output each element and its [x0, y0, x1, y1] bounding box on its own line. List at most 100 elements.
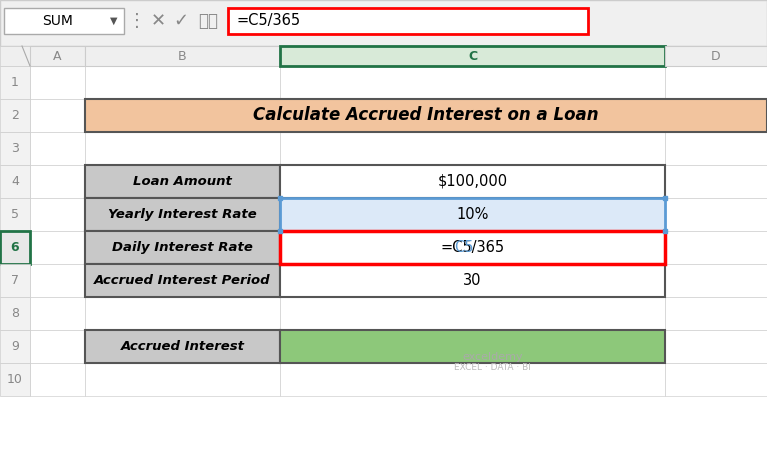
Text: 8: 8 [11, 307, 19, 320]
Text: =C5/365: =C5/365 [236, 13, 300, 29]
Text: D: D [711, 49, 721, 62]
Text: ▼: ▼ [110, 16, 118, 26]
Bar [0, 165, 30, 198]
Bar [85, 66, 280, 99]
Bar [85, 165, 280, 198]
Bar [665, 297, 767, 330]
Bar [85, 330, 280, 363]
Bar [278, 196, 282, 200]
Bar [280, 165, 665, 198]
Text: 4: 4 [11, 175, 19, 188]
Text: 10: 10 [7, 373, 23, 386]
Bar [228, 8, 588, 34]
Text: $100,000: $100,000 [437, 174, 508, 189]
Bar [0, 231, 30, 264]
Bar [30, 297, 85, 330]
Bar [280, 330, 665, 363]
Text: 2: 2 [11, 109, 19, 122]
Bar [665, 363, 767, 396]
Bar [0, 297, 30, 330]
Bar [280, 264, 665, 297]
Bar [280, 363, 665, 396]
Bar [30, 165, 85, 198]
Text: C: C [468, 49, 477, 62]
Bar [280, 264, 665, 297]
Text: 1: 1 [11, 76, 19, 89]
Bar [85, 264, 280, 297]
Text: 5: 5 [11, 208, 19, 221]
Bar [30, 99, 85, 132]
Bar [0, 330, 30, 363]
Bar [280, 165, 665, 198]
Text: C5: C5 [454, 240, 473, 255]
Bar [85, 330, 280, 363]
Bar [280, 297, 665, 330]
Bar [0, 363, 30, 396]
Bar [30, 363, 85, 396]
Bar [280, 198, 665, 231]
Bar [85, 363, 280, 396]
Text: Daily Interest Rate: Daily Interest Rate [112, 241, 253, 254]
Bar [30, 264, 85, 297]
Bar [0, 264, 30, 297]
Bar [0, 0, 767, 46]
Text: 7: 7 [11, 274, 19, 287]
Bar [665, 132, 767, 165]
Bar [30, 66, 85, 99]
Text: 9: 9 [11, 340, 19, 353]
Text: EXCEL · DATA · BI: EXCEL · DATA · BI [454, 363, 531, 372]
Text: ✕: ✕ [150, 12, 166, 30]
Bar [85, 297, 280, 330]
Bar [278, 229, 282, 233]
Text: Accrued Interest Period: Accrued Interest Period [94, 274, 271, 287]
Text: 6: 6 [11, 241, 19, 254]
Bar [30, 46, 85, 66]
Text: B: B [178, 49, 187, 62]
Text: ⋮: ⋮ [128, 12, 146, 30]
Text: ✓: ✓ [173, 12, 189, 30]
Bar [280, 99, 665, 132]
Bar [665, 99, 767, 132]
Bar [0, 46, 30, 66]
Bar [0, 132, 30, 165]
Text: exceldemy: exceldemy [463, 352, 523, 361]
Bar [85, 132, 280, 165]
Text: 3: 3 [11, 142, 19, 155]
Text: Calculate Accrued Interest on a Loan: Calculate Accrued Interest on a Loan [253, 107, 599, 124]
Bar [665, 330, 767, 363]
Bar [0, 99, 30, 132]
Bar [30, 231, 85, 264]
Text: =C5/365: =C5/365 [440, 240, 505, 255]
Text: 30: 30 [463, 273, 482, 288]
Bar [85, 231, 280, 264]
Bar [665, 165, 767, 198]
Bar [85, 264, 280, 297]
Bar [30, 198, 85, 231]
Text: Accrued Interest: Accrued Interest [120, 340, 245, 353]
Bar [665, 198, 767, 231]
Bar [280, 66, 665, 99]
Text: A: A [53, 49, 62, 62]
Bar [85, 165, 280, 198]
Bar [280, 198, 665, 231]
Bar [280, 231, 665, 264]
Text: SUM: SUM [42, 14, 74, 28]
Bar [280, 132, 665, 165]
Bar [665, 66, 767, 99]
Text: Yearly Interest Rate: Yearly Interest Rate [108, 208, 257, 221]
Bar [663, 229, 667, 233]
Bar [280, 46, 665, 66]
Bar [85, 46, 280, 66]
Text: Loan Amount: Loan Amount [133, 175, 232, 188]
Bar [85, 198, 280, 231]
Bar [85, 231, 280, 264]
Bar [665, 46, 767, 66]
Bar [663, 196, 667, 200]
Bar [280, 330, 665, 363]
Text: 10%: 10% [456, 207, 489, 222]
Bar [85, 99, 280, 132]
Bar [0, 66, 30, 99]
Bar [665, 231, 767, 264]
Bar [665, 264, 767, 297]
Bar [30, 330, 85, 363]
